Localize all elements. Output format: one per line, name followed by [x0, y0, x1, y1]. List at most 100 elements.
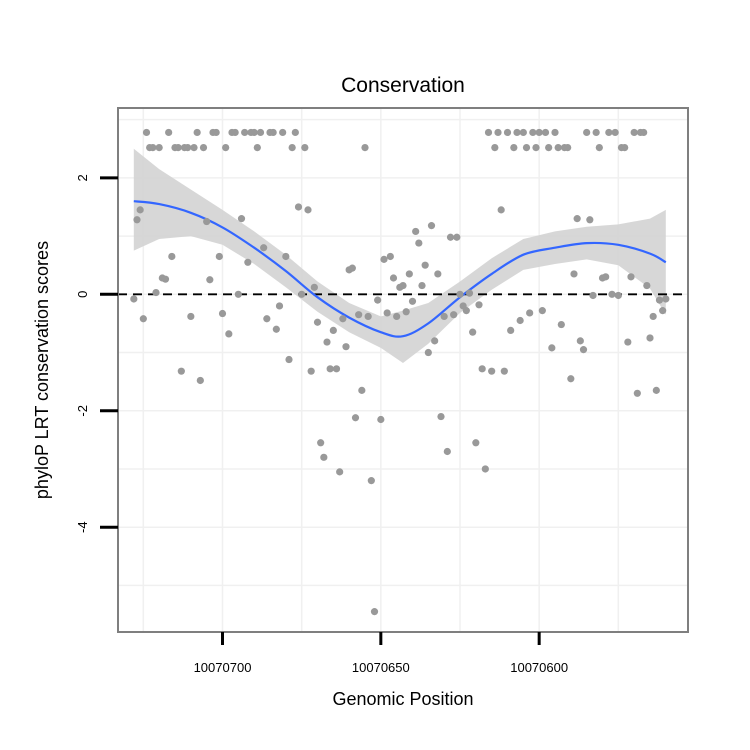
data-point: [272, 325, 280, 333]
data-point: [621, 143, 629, 152]
data-point: [611, 128, 619, 137]
smooth-line: [133, 200, 667, 338]
data-point: [595, 143, 603, 152]
data-point: [285, 355, 293, 364]
data-point: [323, 338, 331, 346]
data-point: [440, 312, 448, 321]
data-point: [649, 312, 657, 321]
data-point: [231, 128, 239, 137]
data-point: [326, 365, 334, 373]
data-point: [260, 244, 268, 252]
data-point: [177, 367, 185, 375]
data-point: [570, 270, 578, 278]
data-point: [351, 414, 360, 422]
data-point: [136, 206, 144, 214]
data-point: [646, 334, 654, 342]
data-point: [339, 315, 347, 323]
data-point: [510, 143, 518, 152]
data-point: [488, 367, 496, 375]
data-point: [291, 128, 299, 137]
data-point: [383, 309, 391, 317]
data-point: [222, 143, 230, 152]
x-tick-label: 10070650: [352, 660, 410, 675]
data-point: [507, 326, 515, 335]
data-point: [497, 206, 505, 214]
data-point: [380, 255, 388, 263]
data-point: [418, 281, 426, 290]
y-axis-title: phyloP LRT conservation scores: [32, 241, 52, 499]
chart-title: Conservation: [341, 74, 465, 97]
x-tick-label: 10070700: [194, 660, 252, 675]
data-point: [196, 376, 204, 385]
data-point: [355, 311, 363, 319]
data-point: [573, 215, 581, 223]
data-point: [484, 128, 493, 137]
data-point: [579, 346, 588, 354]
data-point: [367, 477, 375, 485]
data-point: [301, 143, 309, 152]
data-point: [652, 386, 660, 394]
data-point: [142, 128, 151, 137]
data-point: [310, 283, 318, 291]
y-tick-label: 2: [75, 174, 90, 181]
data-point: [332, 365, 341, 373]
data-point: [399, 281, 407, 290]
data-point: [377, 415, 385, 424]
data-point: [152, 288, 160, 297]
data-point: [184, 143, 192, 152]
data-point: [313, 318, 322, 326]
data-point: [193, 128, 201, 137]
data-point: [640, 128, 648, 137]
data-point: [554, 143, 562, 152]
data-point: [630, 128, 638, 137]
data-point: [503, 128, 512, 137]
data-point: [307, 367, 315, 375]
data-point: [237, 215, 246, 223]
data-point: [662, 295, 670, 303]
data-point: [358, 386, 366, 394]
data-point: [206, 276, 214, 284]
y-tick-label: -4: [75, 521, 90, 533]
panel-border-rect: [117, 107, 689, 633]
data-point: [608, 290, 616, 298]
data-point: [298, 290, 306, 298]
y-tick-label: -2: [75, 405, 90, 417]
data-point: [408, 297, 417, 305]
data-point: [586, 216, 594, 224]
data-point: [174, 143, 182, 152]
data-point: [212, 128, 220, 137]
data-point: [494, 128, 502, 137]
data-point: [269, 128, 277, 137]
data-point: [288, 143, 296, 152]
data-point: [361, 143, 369, 152]
data-point: [624, 338, 632, 346]
data-point: [149, 143, 157, 152]
data-point: [633, 389, 641, 397]
data-point: [589, 291, 597, 300]
data-point: [551, 128, 559, 137]
data-point: [548, 344, 556, 352]
data-point: [215, 252, 223, 261]
data-point: [605, 128, 613, 137]
data-point: [393, 312, 401, 321]
data-point: [437, 412, 445, 421]
data-point: [320, 453, 328, 461]
data-point: [386, 252, 394, 261]
data-point: [469, 328, 477, 336]
data-point: [516, 316, 524, 325]
data-point: [659, 307, 667, 315]
data-point: [374, 296, 382, 304]
data-point: [500, 367, 508, 375]
data-point: [431, 337, 439, 345]
data-point: [643, 281, 651, 290]
data-point: [168, 252, 176, 261]
data-point: [465, 289, 474, 297]
data-point: [627, 273, 635, 281]
data-point: [304, 206, 312, 214]
data-point: [165, 128, 173, 137]
data-point: [263, 315, 271, 323]
data-point: [583, 128, 591, 137]
confidence-band-area: [133, 148, 666, 363]
data-point: [250, 128, 258, 137]
